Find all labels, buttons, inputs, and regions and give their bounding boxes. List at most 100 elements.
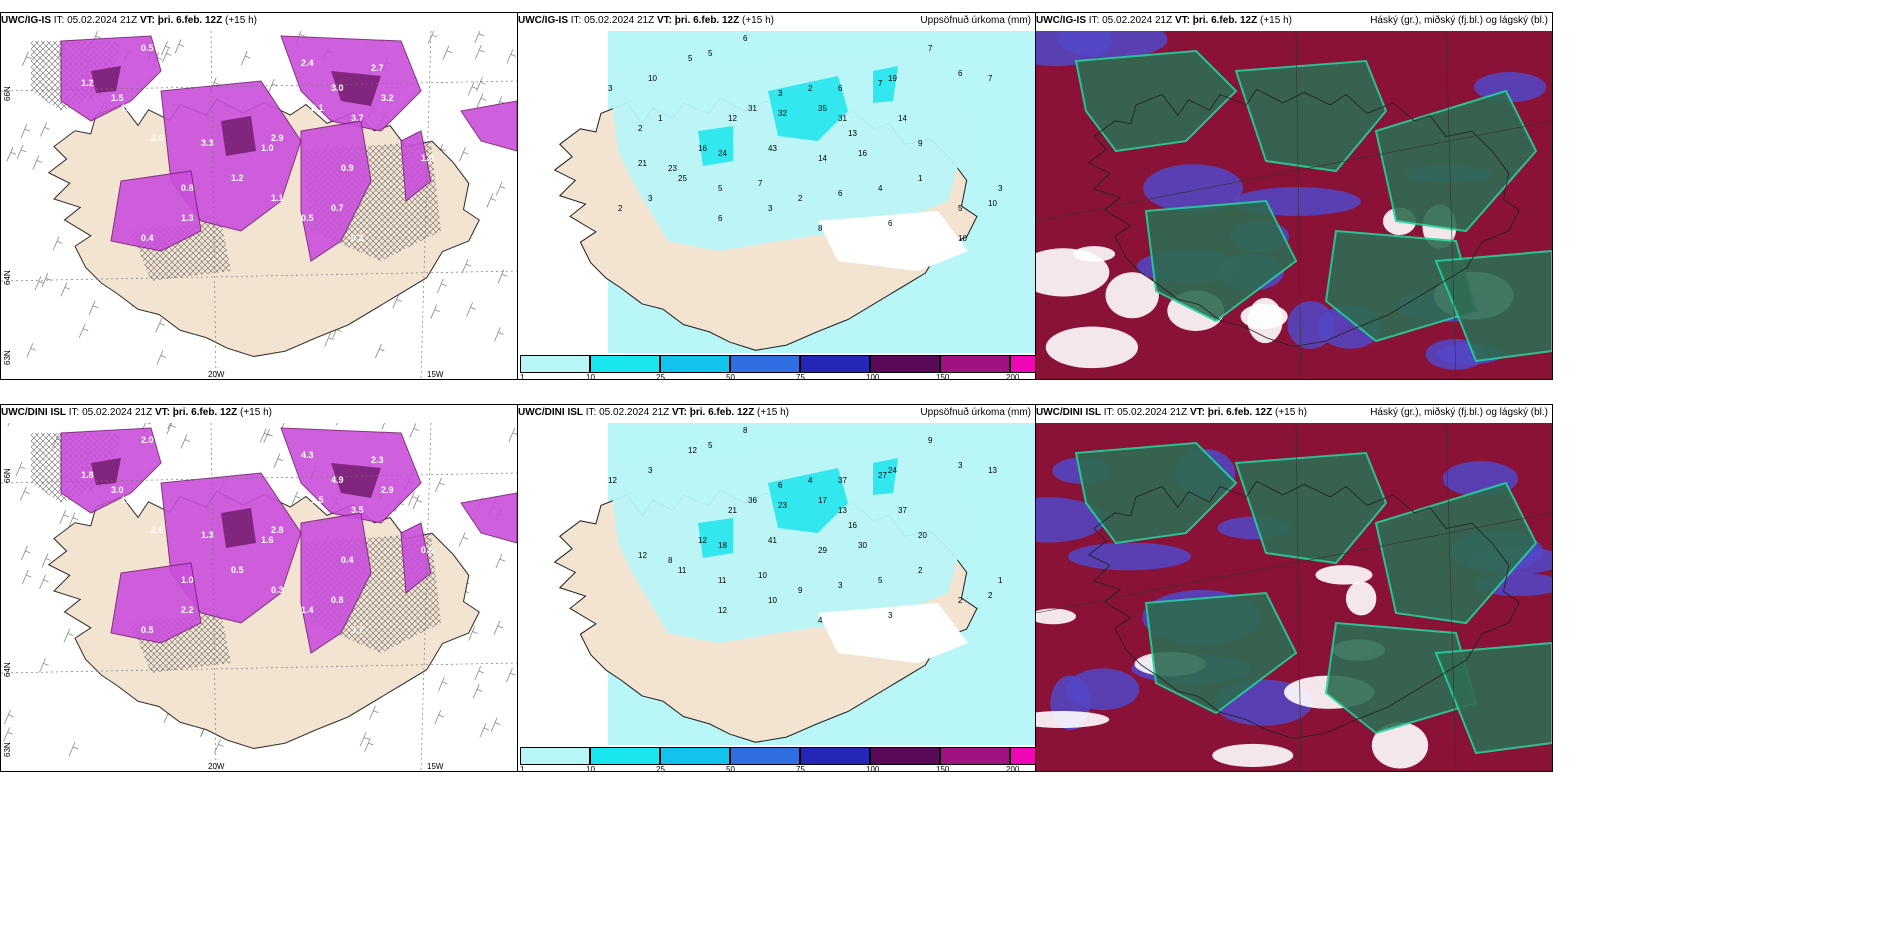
low-cloud-area xyxy=(1067,542,1192,571)
wind-barb xyxy=(497,269,508,284)
wind-barb xyxy=(493,620,504,635)
wind-barb xyxy=(459,147,469,162)
snow-value-label: 1.5 xyxy=(111,93,124,103)
wind-barb xyxy=(495,553,506,569)
precip-moderate-area xyxy=(873,66,898,103)
wind-barb xyxy=(22,51,32,66)
wind-barb xyxy=(494,327,504,342)
clear-area xyxy=(1036,710,1110,728)
precip-value-label: 5 xyxy=(688,54,693,63)
it-label: IT: xyxy=(570,15,582,26)
wind-barb xyxy=(155,318,165,333)
vt-value: þri. 6.feb. 12Z xyxy=(157,15,223,26)
legend-tick-label: 25 xyxy=(656,765,665,772)
snow-value-label: 3.7 xyxy=(351,625,364,635)
snow-value-label: 0.3 xyxy=(351,233,364,243)
wind-barb xyxy=(52,236,63,251)
precip-moderate-area xyxy=(873,458,898,495)
lat-gridline xyxy=(1036,512,1552,614)
wind-barb xyxy=(458,532,469,547)
lat-label: 66N xyxy=(3,468,12,483)
precip-value-label: 2 xyxy=(958,596,963,605)
precip-value-label: 17 xyxy=(818,496,827,505)
legend-tick-label: 50 xyxy=(726,765,735,772)
wind-barb xyxy=(474,665,484,681)
wind-barb xyxy=(281,423,285,429)
snow-value-label: 0.4 xyxy=(141,233,154,243)
snow-value-label: 2.4 xyxy=(301,58,314,68)
snow-value-label: 0.4 xyxy=(341,555,354,565)
snow-value-label: 1.2 xyxy=(121,495,134,505)
wind-barb xyxy=(375,343,385,359)
snow-heavy xyxy=(331,71,381,106)
vt-label: VT: xyxy=(139,15,155,26)
precip-value-label: 2 xyxy=(808,84,813,93)
wind-barb xyxy=(506,668,516,683)
wind-barb xyxy=(490,717,501,732)
precip-value-label: 16 xyxy=(858,149,867,158)
it-value: 05.02.2024 21Z xyxy=(1117,407,1188,418)
precip-value-label: 1 xyxy=(918,174,923,183)
dry-area xyxy=(818,211,968,271)
mid-cloud-area xyxy=(1074,49,1238,153)
precip-value-label: 4 xyxy=(878,184,883,193)
wind-barb xyxy=(39,658,49,673)
it-value: 05.02.2024 21Z xyxy=(1102,15,1173,26)
it-value: 05.02.2024 21Z xyxy=(67,15,138,26)
snow-value-label: 2.1 xyxy=(311,103,324,113)
wind-barb xyxy=(167,423,171,430)
precip-value-label: 11 xyxy=(718,576,727,585)
wind-barb xyxy=(41,553,52,568)
wind-barb xyxy=(466,302,476,317)
snow-value-label: 1.1 xyxy=(271,193,284,203)
precip-value-label: 27 xyxy=(878,471,887,480)
snow-value-label: 0.5 xyxy=(141,625,154,635)
legend-swatch xyxy=(520,747,590,765)
precip-value-label: 6 xyxy=(718,214,723,223)
wind-barb xyxy=(495,181,506,196)
precip-title: Uppsöfnuð úrkoma (mm) xyxy=(920,15,1031,26)
precip-value-label: 37 xyxy=(898,506,907,515)
snow-value-label: 1.0 xyxy=(261,143,274,153)
snow-area xyxy=(460,100,517,152)
snow-value-label: 2.2 xyxy=(181,605,194,615)
precip-value-label: 31 xyxy=(748,104,757,113)
snow-value-label: 2.9 xyxy=(381,485,394,495)
model-name: UWC/IG-IS xyxy=(1,15,51,26)
clear-area xyxy=(1345,581,1377,616)
wind-barb xyxy=(240,50,251,66)
precip-value-label: 41 xyxy=(768,536,777,545)
precip-value-label: 3 xyxy=(608,84,613,93)
precip-value-label: 13 xyxy=(838,506,847,515)
wind-barb xyxy=(15,461,26,476)
snow-value-label: 3.0 xyxy=(111,485,124,495)
precip-value-label: 23 xyxy=(668,164,677,173)
wind-barb xyxy=(20,124,31,139)
wind-barb xyxy=(408,491,418,506)
clear-area xyxy=(1212,743,1294,768)
wind-barb xyxy=(156,350,167,365)
precip-value-label: 6 xyxy=(838,189,843,198)
wind-barb xyxy=(7,423,10,427)
snow-value-label: 3.3 xyxy=(201,138,214,148)
snow-value-label: 1.5 xyxy=(311,495,324,505)
precip-moderate-area xyxy=(768,468,848,533)
precip-value-label: 12 xyxy=(688,446,697,455)
wind-barb xyxy=(479,722,490,738)
low-cloud-area xyxy=(1066,668,1140,711)
snow-value-label: 1.8 xyxy=(81,470,94,480)
wind-barb xyxy=(214,739,224,754)
snow-heavy xyxy=(91,66,121,93)
clear-area xyxy=(1240,303,1288,329)
wind-barb xyxy=(412,495,423,510)
precip-value-label: 1 xyxy=(658,114,663,123)
lat-label: 66N xyxy=(3,86,12,101)
panel-header: UWC/IG-IS IT: 05.02.2024 21Z VT: þri. 6.… xyxy=(1,15,257,26)
precip-title: Uppsöfnuð úrkoma (mm) xyxy=(920,407,1031,418)
precip-value-label: 2 xyxy=(798,194,803,203)
cloud-title: Háský (gr.), miðský (fj.bl.) og lágský (… xyxy=(1370,407,1548,418)
wind-barb xyxy=(174,39,185,54)
wind-barb xyxy=(273,453,284,468)
snow-value-label: 0.5 xyxy=(301,213,314,223)
